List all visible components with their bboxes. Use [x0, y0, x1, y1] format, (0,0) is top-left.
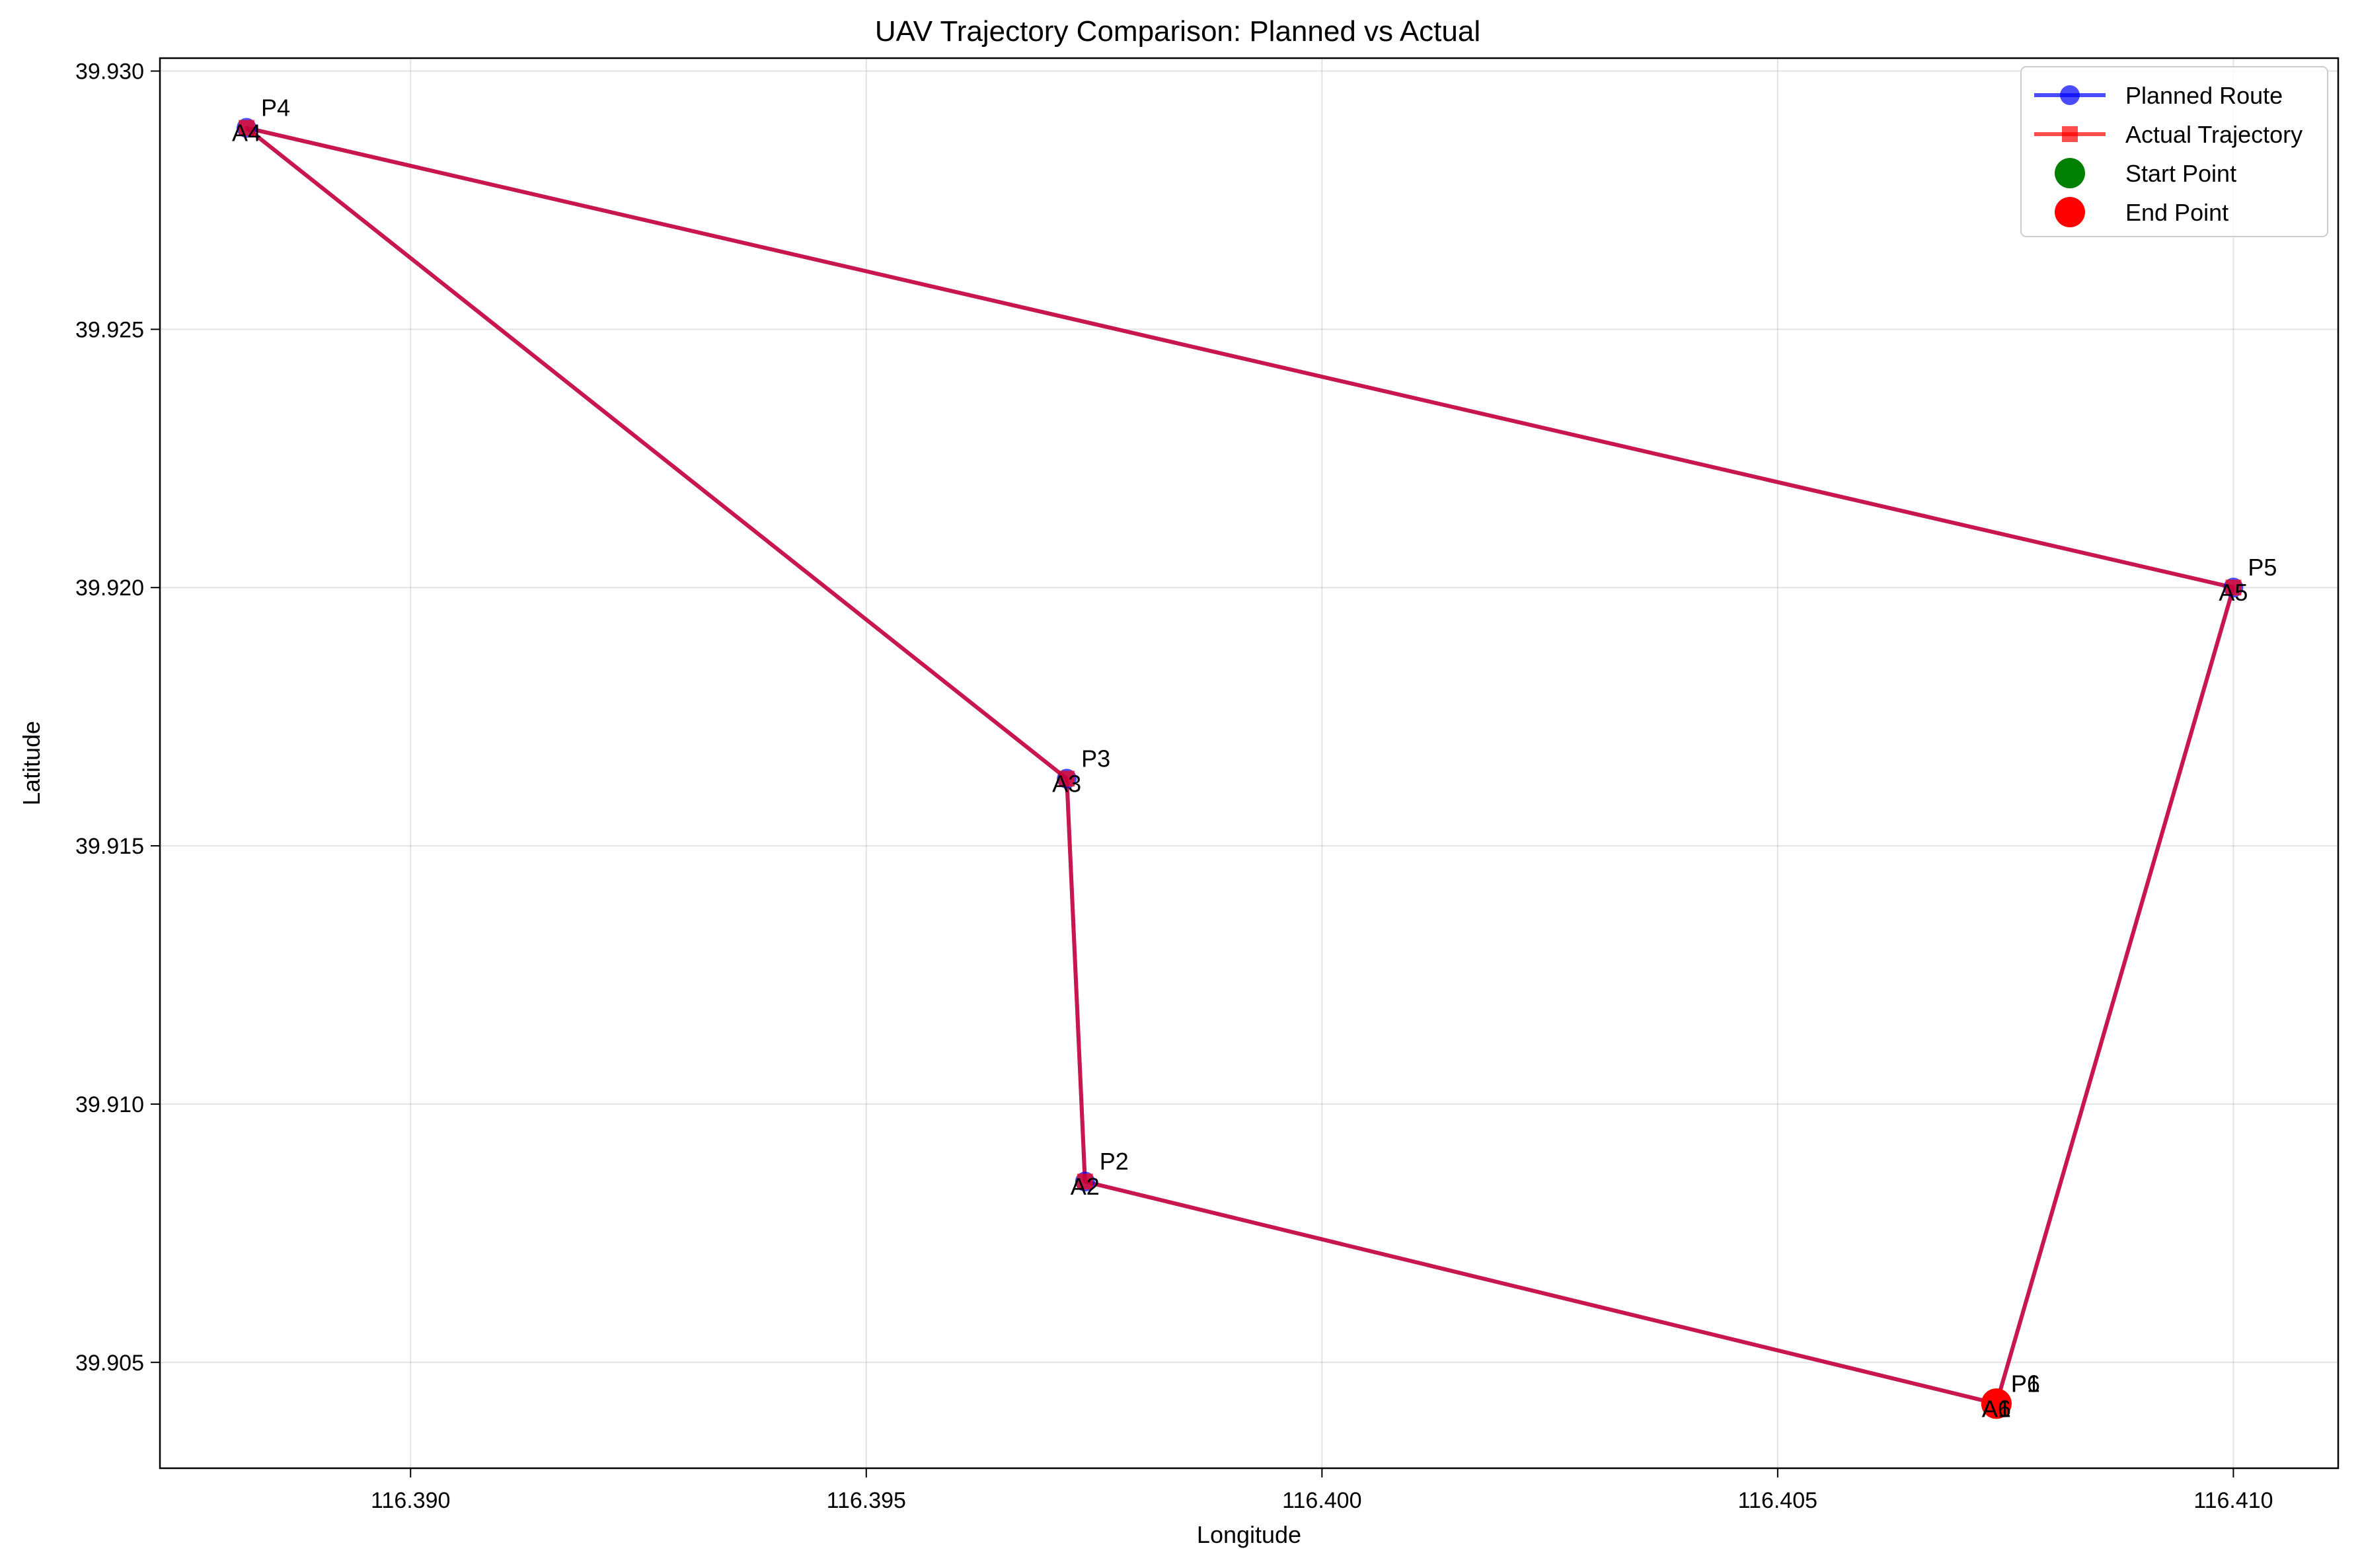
planned-point-label: P3: [1081, 745, 1110, 772]
legend-end-marker: [2055, 197, 2085, 227]
x-tick-label: 116.395: [827, 1488, 906, 1513]
planned-point-label: P4: [261, 94, 290, 122]
legend-end-label: End Point: [2125, 199, 2228, 226]
y-axis-ticks: 39.905 39.910 39.915 39.920 39.925 39.930: [75, 59, 160, 1376]
grid: [160, 58, 2338, 1468]
y-tick-label: 39.915: [75, 834, 144, 859]
actual-point-marker: [239, 120, 255, 136]
x-axis-ticks: 116.390 116.395 116.400 116.405 116.410: [371, 1468, 2273, 1513]
actual-point-marker: [1077, 1174, 1093, 1190]
actual-point-marker: [1059, 770, 1075, 787]
x-tick-label: 116.410: [2193, 1488, 2273, 1513]
y-tick-label: 39.920: [75, 576, 144, 601]
legend-box: [2020, 66, 2328, 237]
actual-point-label: A5: [2219, 579, 2248, 606]
end-point-marker: [1981, 1388, 2012, 1419]
series-lines: [245, 126, 2236, 1406]
actual-point-label: A4: [232, 120, 261, 147]
y-tick-label: 39.905: [75, 1351, 144, 1376]
y-tick-label: 39.930: [75, 59, 144, 85]
series-line-actual: [245, 126, 2236, 1406]
y-tick-label: 39.910: [75, 1092, 144, 1117]
actual-point-label: A1: [1982, 1395, 2011, 1422]
planned-point-label: P1: [2011, 1370, 2040, 1397]
legend-planned-label: Planned Route: [2125, 82, 2283, 109]
actual-point-label: A2: [1071, 1173, 1100, 1200]
x-axis-label: Longitude: [1197, 1521, 1301, 1548]
planned-point-label: P6: [2011, 1370, 2040, 1397]
chart-title: UAV Trajectory Comparison: Planned vs Ac…: [875, 15, 1480, 48]
y-tick-label: 39.925: [75, 317, 144, 342]
markers: [237, 118, 2244, 1419]
plot-frame: [159, 57, 2340, 1470]
legend-start-label: Start Point: [2125, 160, 2236, 187]
legend-start-marker: [2055, 158, 2085, 188]
actual-point-marker: [2225, 579, 2242, 596]
legend-planned-marker: [2060, 85, 2080, 105]
y-axis-label: Latitude: [18, 721, 45, 805]
x-tick-label: 116.400: [1282, 1488, 1361, 1513]
legend: Planned Route Actual Trajectory Start Poin…: [2020, 66, 2328, 237]
legend-actual-marker: [2062, 126, 2078, 142]
planned-point-label: P5: [2248, 554, 2277, 581]
x-tick-label: 116.405: [1738, 1488, 1817, 1513]
planned-point-label: P2: [1100, 1148, 1129, 1175]
actual-point-label: A6: [1982, 1395, 2011, 1422]
actual-point-label: A3: [1052, 770, 1081, 797]
x-tick-label: 116.390: [371, 1488, 450, 1513]
legend-actual-label: Actual Trajectory: [2125, 121, 2303, 148]
